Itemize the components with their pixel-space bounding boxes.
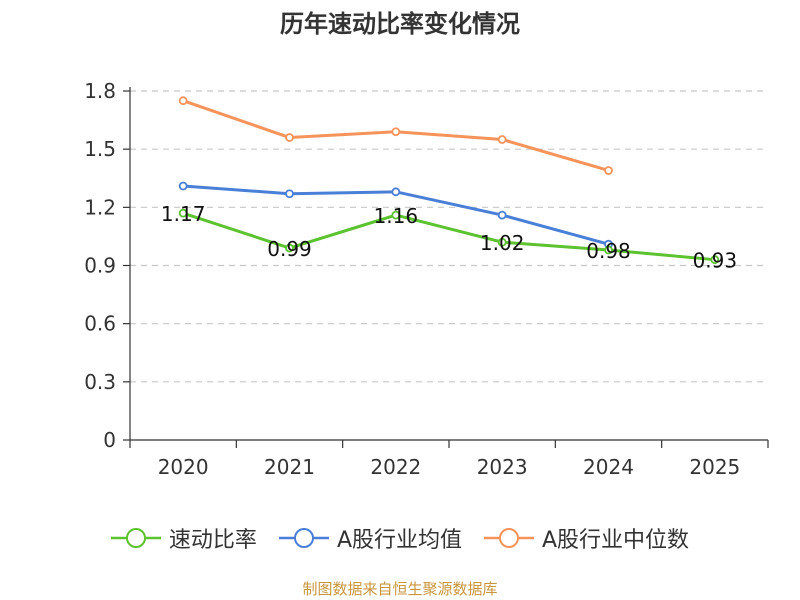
x-tick-label: 2022 <box>370 455 421 479</box>
x-tick-label: 2020 <box>158 455 209 479</box>
data-point[interactable] <box>285 189 294 199</box>
data-label: 0.93 <box>693 249 738 273</box>
legend-item-quick-ratio[interactable]: 速动比率 <box>110 522 257 554</box>
data-point[interactable] <box>497 237 507 247</box>
data-label: 1.02 <box>480 231 525 255</box>
data-point[interactable] <box>178 96 188 106</box>
y-tick-label: 0.3 <box>84 370 116 394</box>
data-point[interactable] <box>391 127 401 137</box>
y-tick-label: 0 <box>103 428 116 452</box>
data-point[interactable] <box>285 243 294 253</box>
data-point[interactable] <box>178 208 188 218</box>
data-label: 0.98 <box>586 239 631 263</box>
data-point[interactable] <box>285 133 294 142</box>
data-point[interactable] <box>710 255 720 265</box>
legend-label: 速动比率 <box>168 528 257 553</box>
data-point[interactable] <box>497 210 507 220</box>
data-point[interactable] <box>391 187 401 197</box>
x-tick-label: 2021 <box>264 455 315 479</box>
y-tick-label: 0.9 <box>84 254 116 278</box>
legend-marker-icon <box>110 528 161 548</box>
legend-label: A股行业均值 <box>336 528 462 553</box>
chart-title: 历年速动比率变化情况 <box>280 10 520 38</box>
legend-label: A股行业中位数 <box>542 528 690 553</box>
legend-marker-icon <box>484 528 534 548</box>
data-label: 1.17 <box>161 202 206 226</box>
legend-item-industry-mean[interactable]: A股行业均值 <box>278 522 462 554</box>
y-tick-label: 1.5 <box>84 137 116 161</box>
legend: 速动比率 A股行业均值 A股行业中位数 <box>0 518 800 558</box>
series-lines <box>178 96 720 265</box>
axes: 0 0.3 0.6 0.9 1.2 1.5 1.8 2020 2021 2022 2023 2024 2… <box>84 79 769 479</box>
y-tick-label: 0.6 <box>84 312 116 336</box>
y-tick-label: 1.2 <box>84 195 116 219</box>
gridlines <box>130 90 768 383</box>
data-label: 1.16 <box>374 204 419 228</box>
series-line <box>182 211 715 262</box>
source-note: 制图数据来自恒生聚源数据库 <box>302 580 498 598</box>
data-point[interactable] <box>497 135 507 144</box>
data-point[interactable] <box>604 245 613 255</box>
data-point[interactable] <box>391 210 401 220</box>
data-point[interactable] <box>178 181 188 191</box>
x-tick-label: 2023 <box>477 455 528 479</box>
data-labels: 1.17 0.99 1.16 1.02 0.98 0.93 <box>161 202 737 273</box>
legend-marker-icon <box>278 528 329 548</box>
y-tick-label: 1.8 <box>84 79 116 103</box>
legend-item-industry-median[interactable]: A股行业中位数 <box>484 522 689 554</box>
data-point[interactable] <box>604 166 613 175</box>
data-label: 0.99 <box>267 237 312 261</box>
x-tick-label: 2025 <box>689 455 740 479</box>
x-tick-label: 2024 <box>583 455 634 479</box>
